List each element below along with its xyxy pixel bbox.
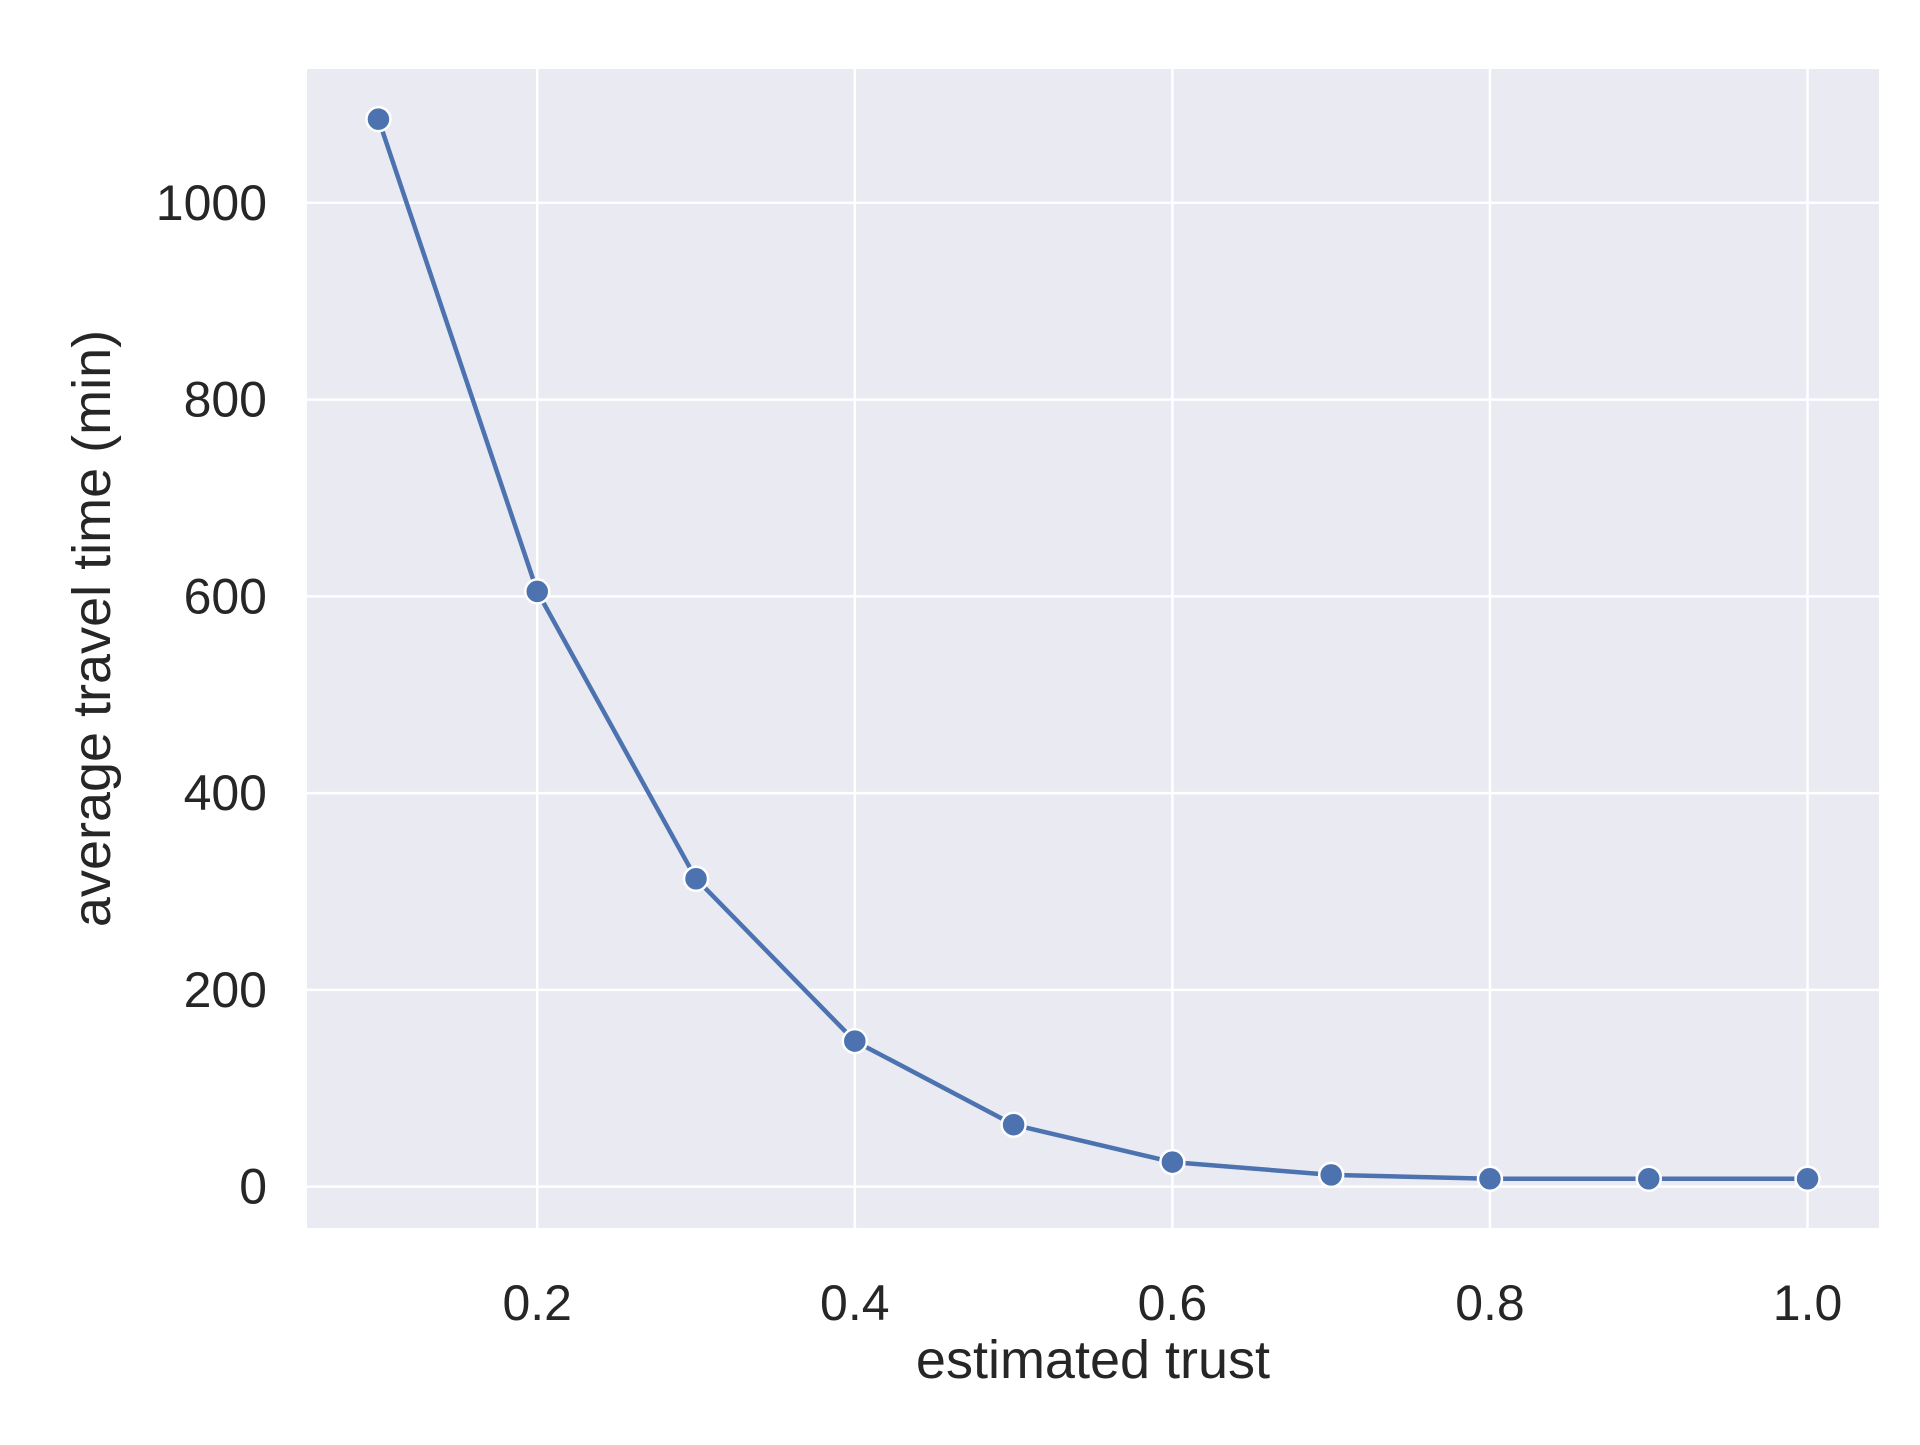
x-tick-label: 0.6 [1138, 1275, 1208, 1331]
y-tick-label: 0 [239, 1159, 267, 1215]
y-tick-label: 800 [184, 372, 267, 428]
grid-lines [307, 69, 1879, 1228]
x-tick-label: 0.4 [820, 1275, 890, 1331]
data-point [841, 1027, 869, 1055]
data-point [1794, 1165, 1821, 1193]
data-point [523, 578, 551, 605]
y-tick-label: 1000 [156, 175, 267, 231]
x-tick-label: 0.8 [1455, 1275, 1525, 1331]
data-point [1317, 1161, 1345, 1189]
data-point [682, 865, 710, 892]
data-point [1000, 1111, 1027, 1138]
x-axis-ticks: 0.2 0.4 0.6 0.8 1.0 [502, 1275, 1842, 1331]
x-tick-label: 0.2 [502, 1275, 572, 1331]
y-tick-label: 400 [184, 765, 267, 821]
series-line [376, 118, 1808, 1182]
data-point [1159, 1148, 1186, 1176]
y-tick-label: 600 [184, 568, 267, 624]
x-axis-label: estimated trust [916, 1330, 1270, 1390]
plot-area [307, 69, 1879, 1228]
x-tick-label: 1.0 [1773, 1275, 1843, 1331]
data-point [1476, 1165, 1504, 1193]
series-layer [365, 105, 1821, 1193]
y-axis-ticks: 0 200 400 600 800 1000 [156, 175, 267, 1215]
y-tick-label: 200 [184, 962, 267, 1018]
data-point [365, 105, 392, 133]
data-point [1635, 1165, 1663, 1193]
y-axis-label: average travel time (min) [62, 330, 122, 927]
